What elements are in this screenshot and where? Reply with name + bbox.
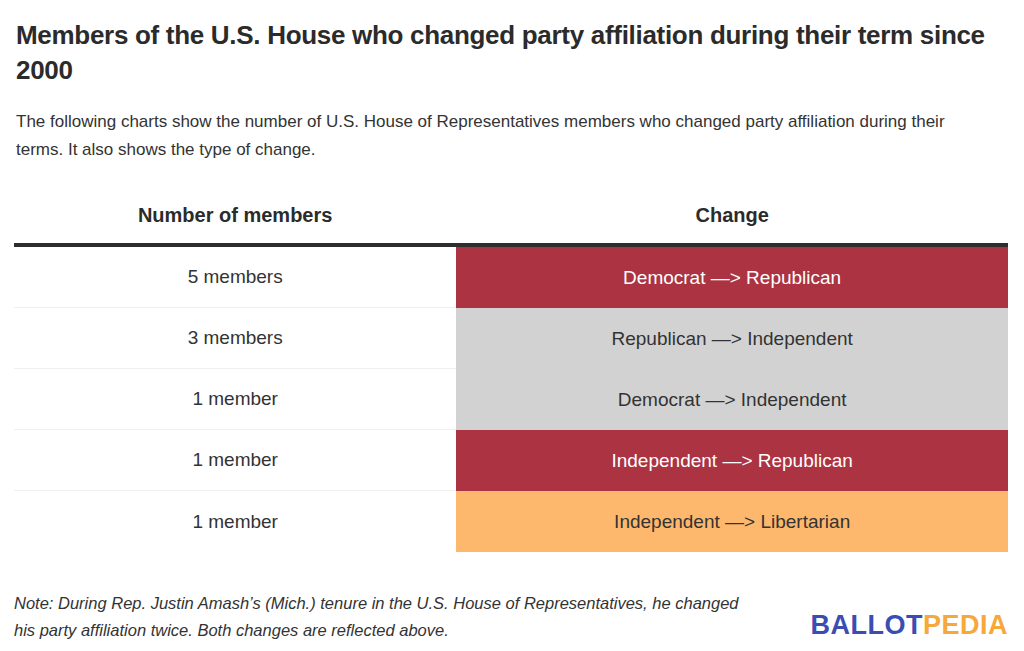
change-cell: Republican —> Independent xyxy=(456,308,1008,369)
table-row: 1 member Democrat —> Independent xyxy=(14,369,1008,430)
content-area: Members of the U.S. House who changed pa… xyxy=(0,0,1024,643)
table-row: 3 members Republican —> Independent xyxy=(14,308,1008,369)
column-header-change: Change xyxy=(456,192,1008,243)
table-row: 5 members Democrat —> Republican xyxy=(14,247,1008,308)
table-row: 1 member Independent —> Libertarian xyxy=(14,491,1008,552)
change-cell: Independent —> Libertarian xyxy=(456,491,1008,552)
members-count-cell: 1 member xyxy=(14,430,456,491)
members-count-cell: 1 member xyxy=(14,369,456,430)
infographic: Members of the U.S. House who changed pa… xyxy=(0,0,1024,651)
logo-ballot-text: BALLOT xyxy=(810,610,922,640)
ballotpedia-logo: BALLOTPEDIA xyxy=(810,610,1008,643)
footer: Note: During Rep. Justin Amash’s (Mich.)… xyxy=(14,590,1008,643)
members-count-cell: 1 member xyxy=(14,491,456,552)
subtitle: The following charts show the number of … xyxy=(14,108,974,164)
members-count-cell: 5 members xyxy=(14,247,456,308)
table-row: 1 member Independent —> Republican xyxy=(14,430,1008,491)
party-change-table: Number of members Change 5 members Democ… xyxy=(14,192,1008,552)
change-cell: Democrat —> Republican xyxy=(456,247,1008,308)
change-cell: Independent —> Republican xyxy=(456,430,1008,491)
change-cell: Democrat —> Independent xyxy=(456,369,1008,430)
footnote: Note: During Rep. Justin Amash’s (Mich.)… xyxy=(14,590,749,643)
logo-pedia-text: PEDIA xyxy=(923,610,1008,640)
members-count-cell: 3 members xyxy=(14,308,456,369)
page-title: Members of the U.S. House who changed pa… xyxy=(14,18,1004,88)
column-header-number-of-members: Number of members xyxy=(14,192,456,243)
table-body: 5 members Democrat —> Republican 3 membe… xyxy=(14,247,1008,552)
table-header-row: Number of members Change xyxy=(14,192,1008,247)
